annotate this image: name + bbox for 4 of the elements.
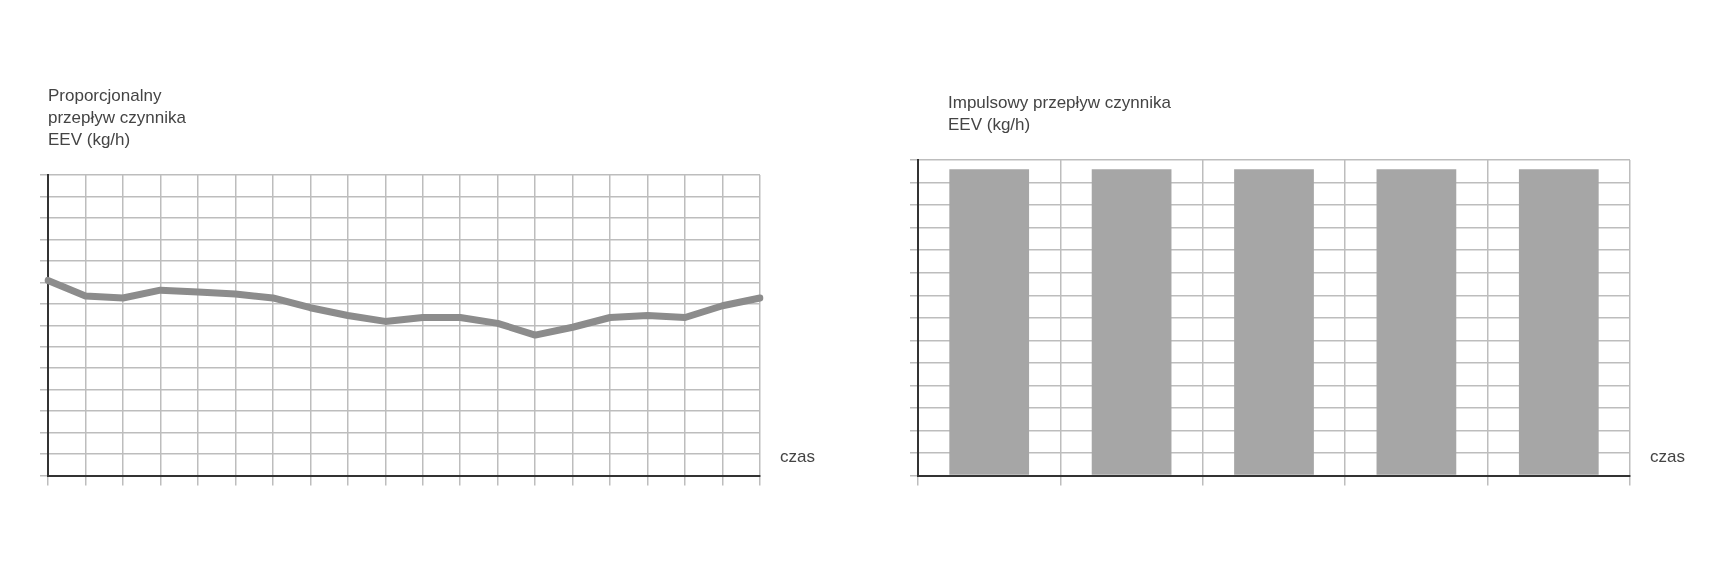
x-axis-title: czas: [1650, 446, 1685, 466]
x-axis-title: czas: [780, 446, 815, 466]
y-axis-title: Impulsowy przepływ czynnika EEV (kg/h): [948, 93, 1172, 134]
y-axis-title: Proporcjonalny przepływ czynnika EEV (kg/h): [48, 86, 187, 149]
